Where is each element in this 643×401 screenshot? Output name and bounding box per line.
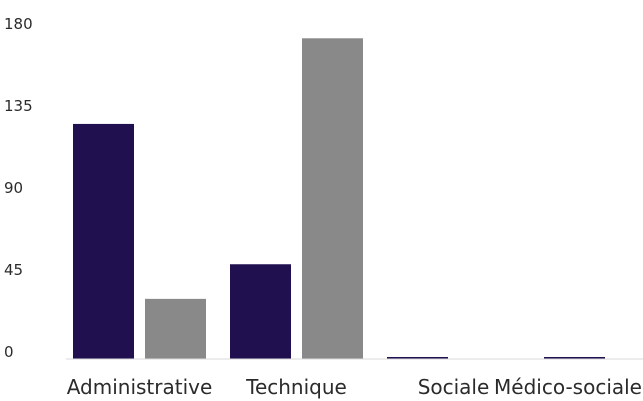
x-category-label-technique: Technique [245, 375, 347, 399]
y-axis-tick-labels: 0 45 90 135 180 [4, 15, 33, 361]
x-category-label-administrative: Administrative [67, 375, 213, 399]
x-category-label-m-dico-sociale: Médico-sociale [494, 375, 642, 399]
y-tick-label-45: 45 [4, 261, 23, 279]
y-tick-label-0: 0 [4, 343, 14, 361]
bar-series1-m-dico-sociale [544, 357, 605, 359]
x-axis-category-labels: Administrative Technique Sociale Médico-soc… [67, 375, 642, 399]
bar-series1-sociale [387, 357, 448, 359]
y-tick-label-90: 90 [4, 179, 23, 197]
y-tick-label-135: 135 [4, 97, 33, 115]
y-tick-label-180: 180 [4, 15, 33, 33]
bars [73, 38, 605, 360]
x-category-label-sociale: Sociale [418, 375, 490, 399]
bar-series1-administrative [73, 123, 134, 359]
bar-series2-administrative [145, 298, 206, 359]
bar-series2-technique [302, 38, 363, 360]
bar-series1-technique [230, 264, 291, 359]
